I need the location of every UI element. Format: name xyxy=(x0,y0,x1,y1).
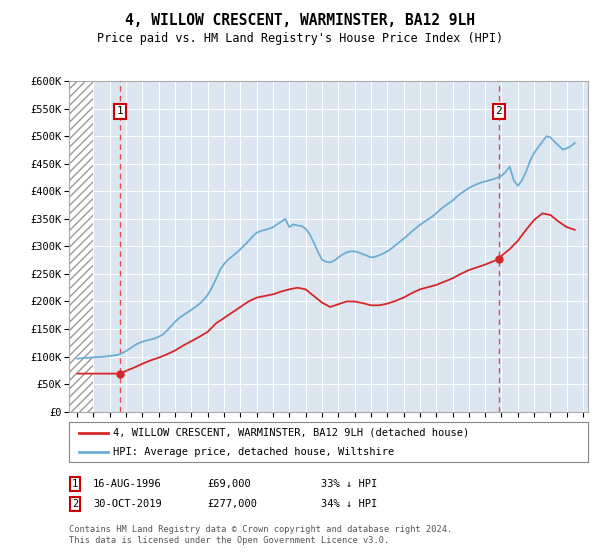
Bar xyxy=(69,81,94,412)
Text: 2: 2 xyxy=(72,499,78,509)
Text: £69,000: £69,000 xyxy=(207,479,251,489)
Text: 1: 1 xyxy=(72,479,78,489)
Text: 1: 1 xyxy=(116,106,123,116)
Text: 33% ↓ HPI: 33% ↓ HPI xyxy=(321,479,377,489)
Text: 34% ↓ HPI: 34% ↓ HPI xyxy=(321,499,377,509)
Text: Contains HM Land Registry data © Crown copyright and database right 2024.
This d: Contains HM Land Registry data © Crown c… xyxy=(69,525,452,545)
Text: 16-AUG-1996: 16-AUG-1996 xyxy=(93,479,162,489)
Text: Price paid vs. HM Land Registry's House Price Index (HPI): Price paid vs. HM Land Registry's House … xyxy=(97,31,503,45)
Text: 30-OCT-2019: 30-OCT-2019 xyxy=(93,499,162,509)
Text: 4, WILLOW CRESCENT, WARMINSTER, BA12 9LH (detached house): 4, WILLOW CRESCENT, WARMINSTER, BA12 9LH… xyxy=(113,428,469,438)
Text: £277,000: £277,000 xyxy=(207,499,257,509)
Text: HPI: Average price, detached house, Wiltshire: HPI: Average price, detached house, Wilt… xyxy=(113,447,394,457)
Text: 2: 2 xyxy=(496,106,502,116)
Text: 4, WILLOW CRESCENT, WARMINSTER, BA12 9LH: 4, WILLOW CRESCENT, WARMINSTER, BA12 9LH xyxy=(125,13,475,27)
